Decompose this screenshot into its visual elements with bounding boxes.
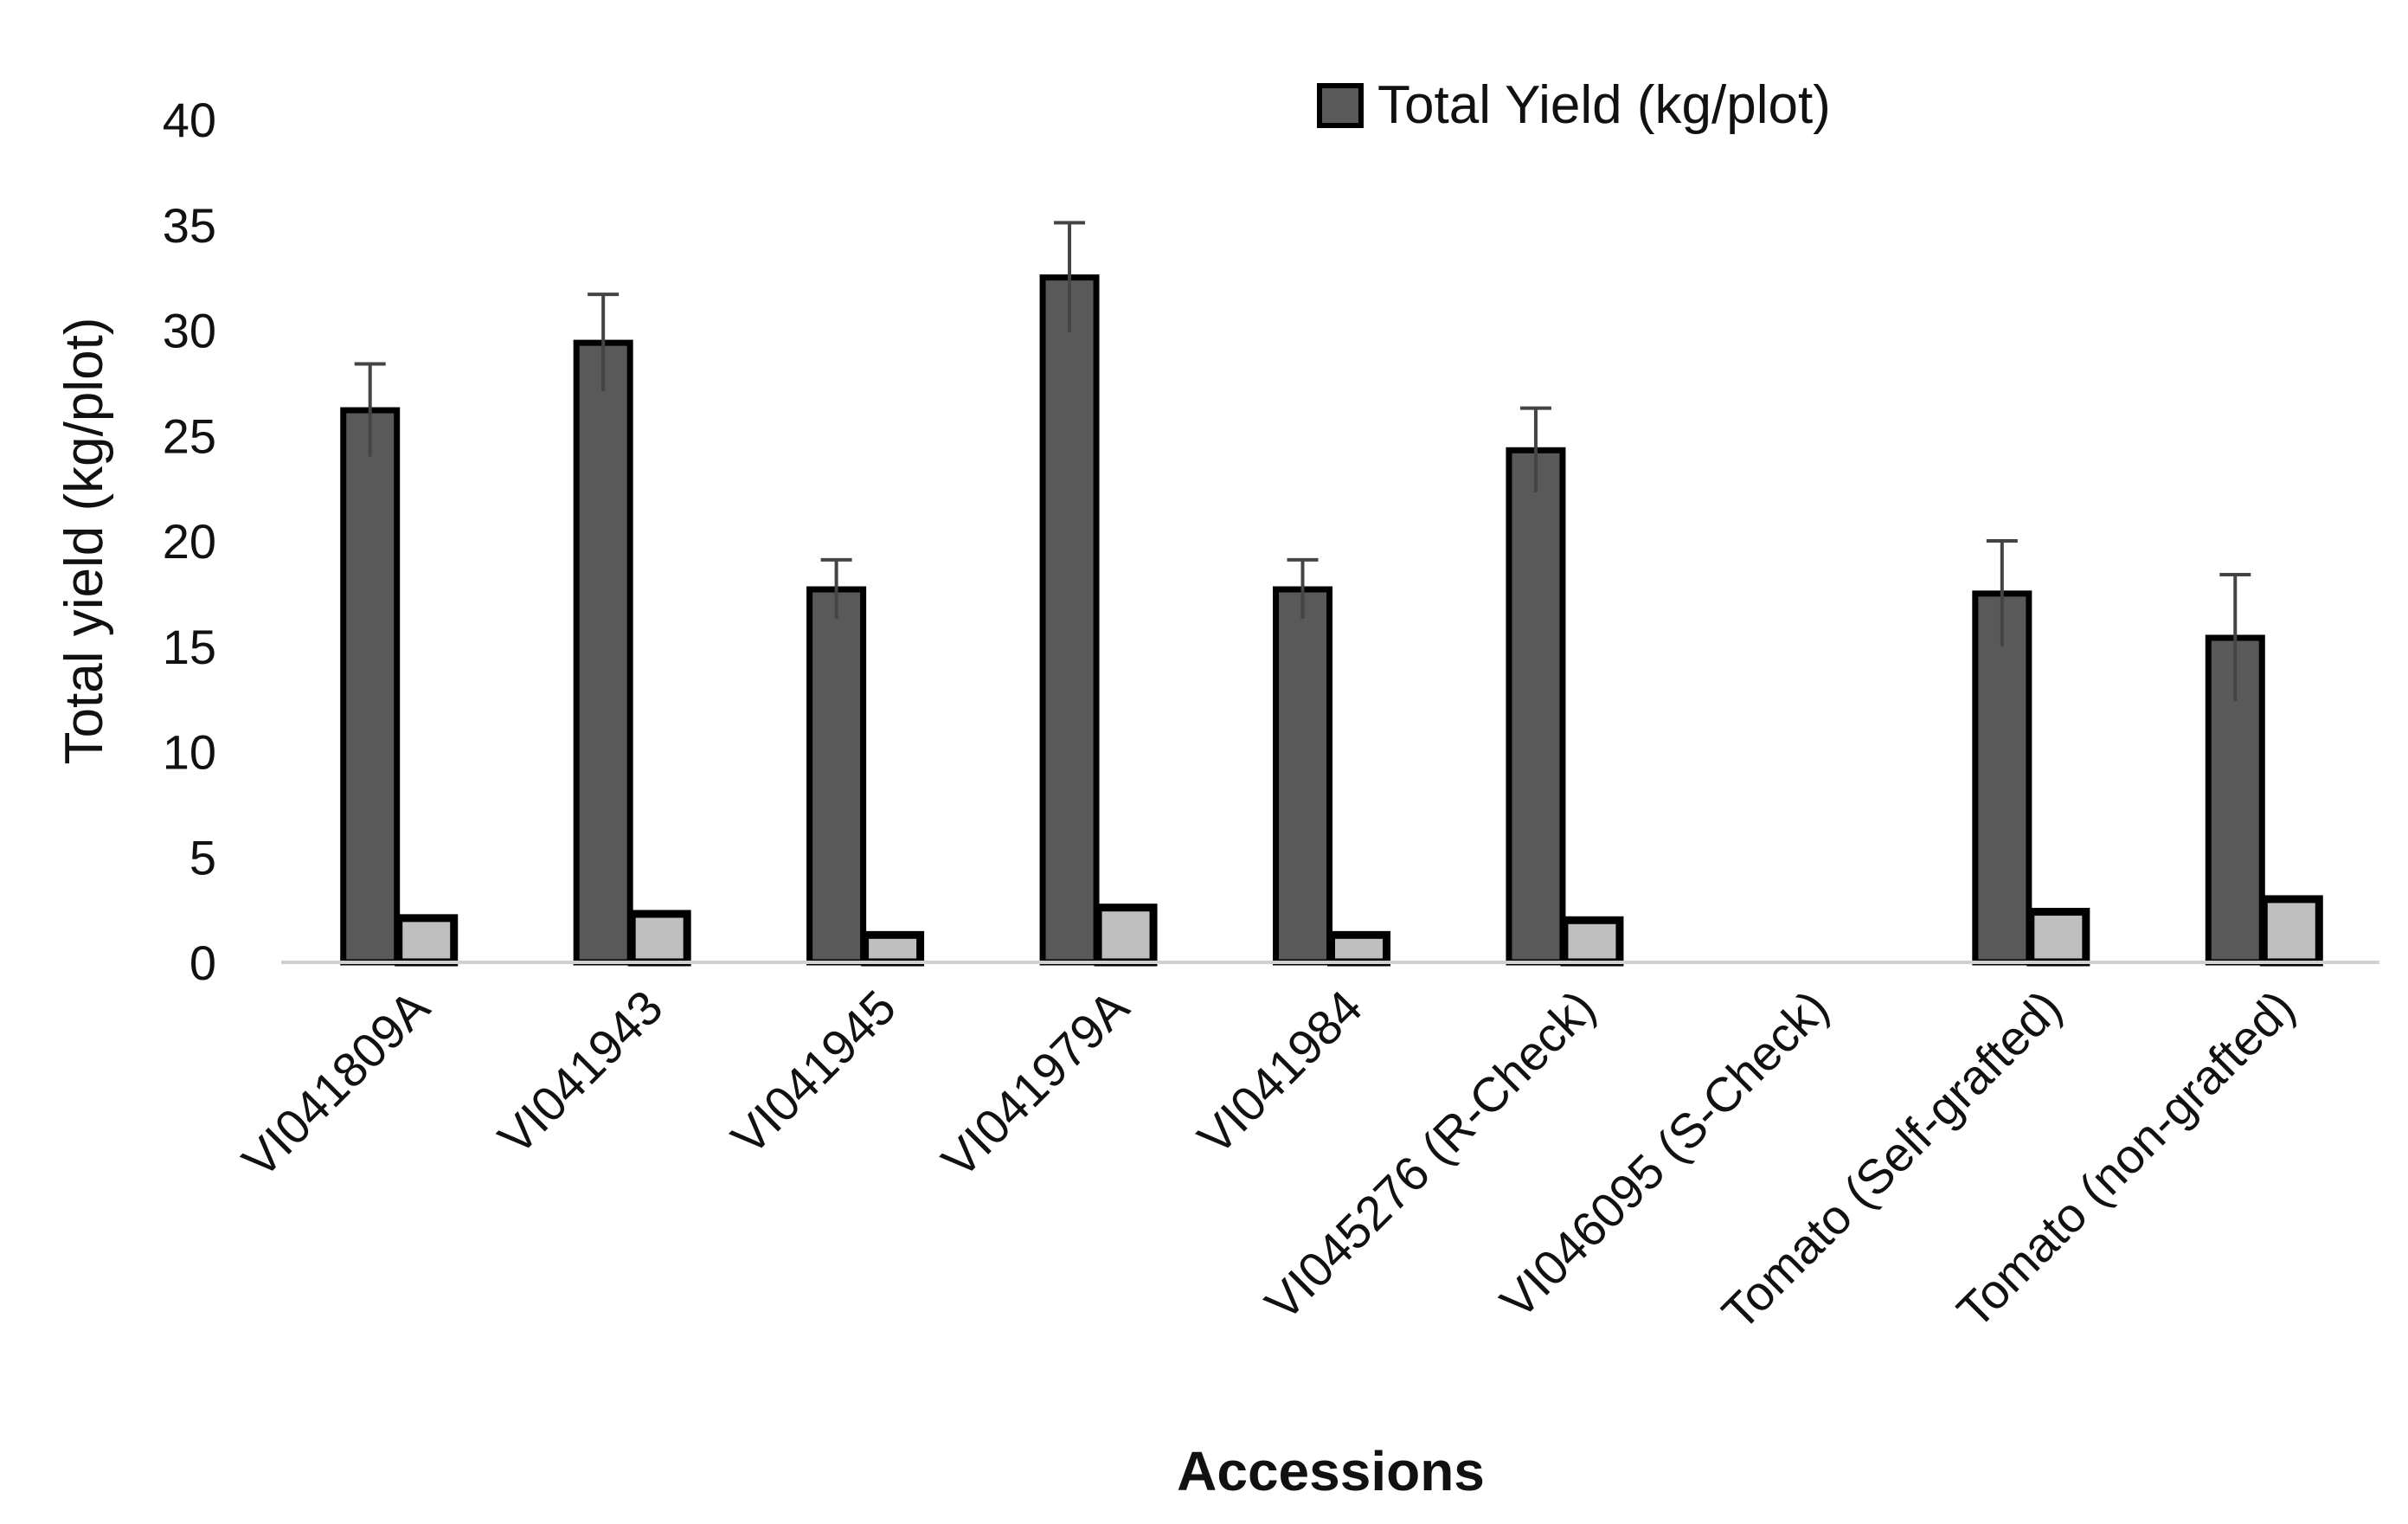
bar-secondary-6: [1560, 916, 1624, 967]
y-axis-ticks: 0 5 10 15 20 25 30 35 40: [163, 93, 216, 990]
y-tick-label: 25: [163, 408, 216, 463]
bar-total-yield-8: [1972, 590, 2032, 966]
x-tick-label-2: VI041943: [488, 980, 673, 1165]
x-tick-label-5: VI041984: [1187, 980, 1372, 1165]
plot-area: [340, 274, 2323, 967]
bar-total-yield-5: [1273, 586, 1332, 966]
bar-total-yield-6: [1506, 447, 1566, 966]
y-tick-label: 30: [163, 304, 216, 358]
legend: Total Yield (kg/plot): [1317, 75, 1831, 135]
bar-secondary-2: [627, 910, 691, 967]
bar-secondary-1: [395, 914, 459, 967]
x-axis-categories: VI041809A VI041943 VI041945 VI041979A VI0419…: [232, 979, 2305, 1340]
x-tick-label-3: VI041945: [721, 980, 906, 1165]
legend-swatch-total-yield: [1317, 83, 1364, 128]
x-tick-label-1: VI041809A: [232, 979, 440, 1187]
legend-label-total-yield: Total Yield (kg/plot): [1377, 75, 1831, 135]
y-tick-label: 0: [189, 936, 216, 990]
y-tick-label: 35: [163, 198, 216, 253]
bar-total-yield-4: [1039, 274, 1100, 966]
bar-secondary-3: [861, 930, 925, 967]
bar-secondary-5: [1327, 930, 1390, 967]
y-tick-label: 20: [163, 514, 216, 569]
x-tick-label-4: VI041979A: [931, 979, 1140, 1187]
y-tick-label: 15: [163, 620, 216, 674]
bar-secondary-4: [1094, 903, 1158, 967]
bar-total-yield-2: [573, 339, 633, 966]
y-tick-label: 5: [189, 830, 216, 884]
bar-total-yield-3: [806, 586, 867, 966]
y-axis-title: Total yield (kg/plot): [55, 318, 114, 765]
bar-total-yield-1: [340, 407, 401, 966]
error-bars: [354, 221, 2251, 702]
bar-secondary-9: [2259, 895, 2323, 967]
x-axis-title: Accessions: [1177, 1440, 1485, 1502]
y-tick-label: 40: [163, 93, 216, 147]
y-tick-label: 10: [163, 725, 216, 780]
bar-secondary-8: [2026, 908, 2090, 967]
